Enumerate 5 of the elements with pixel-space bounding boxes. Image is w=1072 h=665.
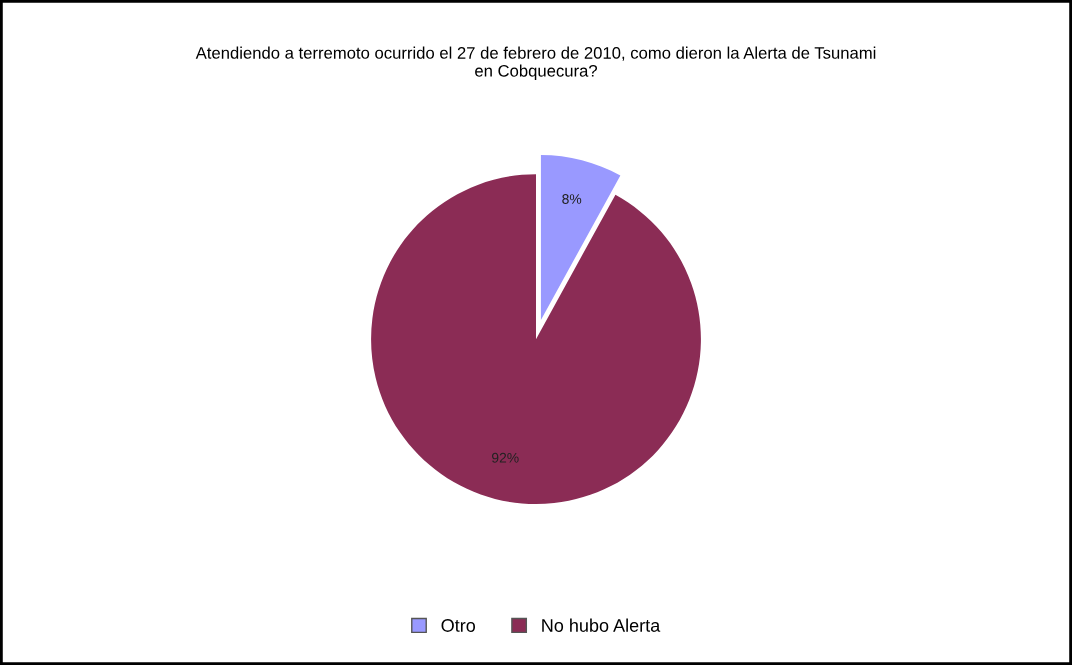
legend-label: Otro: [441, 619, 476, 632]
data-label: 8%: [562, 194, 582, 204]
legend-label: No hubo Alerta: [542, 618, 661, 632]
chart-title: Atendiendo a terremoto ocurrido el 27 de febrero de 2010, como dieron la Alerta de Tsunami en Cobquecura?: [195, 46, 876, 81]
data-label: 92%: [491, 452, 519, 463]
